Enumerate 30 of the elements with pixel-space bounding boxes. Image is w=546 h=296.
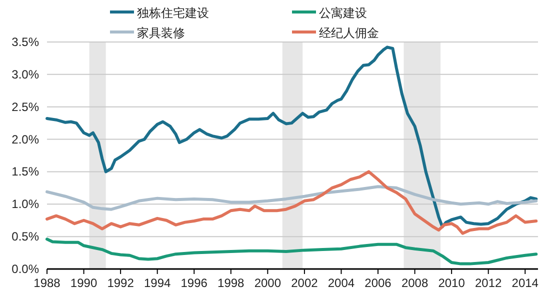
y-tick-label: 3.5% (12, 35, 40, 49)
y-tick-label: 2.0% (12, 132, 40, 146)
x-tick-label: 1996 (180, 276, 208, 290)
x-tick-label: 2010 (438, 276, 466, 290)
legend-label: 经纪人佣金 (319, 26, 379, 40)
x-tick-label: 2006 (364, 276, 392, 290)
y-tick-label: 1.0% (12, 197, 40, 212)
line-series (46, 46, 538, 228)
legend-label: 公寓建设 (319, 6, 367, 20)
x-tick-label: 2004 (328, 276, 355, 290)
y-tick-label: 0.0% (12, 262, 40, 276)
x-tick-label: 2014 (512, 276, 539, 290)
x-tick-label: 1988 (34, 276, 61, 290)
x-tick-label: 1994 (144, 276, 172, 290)
y-tick-label: 0.5% (12, 230, 40, 244)
x-tick-label: 1990 (70, 276, 98, 290)
legend-label: 独栋住宅建设 (137, 6, 209, 20)
line-series (46, 185, 538, 211)
y-tick-label: 2.5% (12, 100, 40, 114)
x-tick-label: 2008 (401, 276, 428, 290)
y-tick-label: 1.5% (12, 164, 40, 179)
x-tick-label: 2000 (254, 276, 282, 290)
x-tick-label: 1992 (107, 276, 134, 290)
line-series (46, 238, 538, 266)
x-tick-label: 2012 (474, 276, 502, 290)
x-tick-label: 1998 (218, 276, 245, 290)
line-series (46, 170, 538, 235)
x-tick-label: 2002 (291, 276, 318, 290)
legend-label: 家具装修 (137, 26, 185, 40)
y-tick-label: 3.0% (12, 67, 40, 82)
